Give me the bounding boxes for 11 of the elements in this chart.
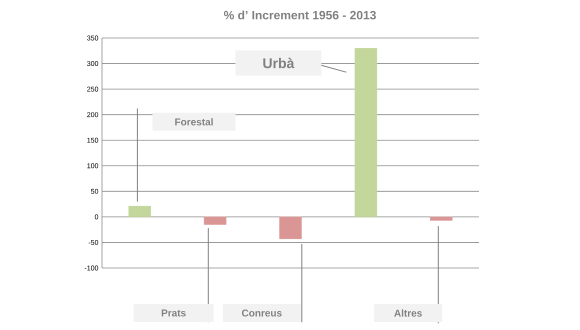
- bar: [430, 216, 453, 221]
- annotation: Forestal: [175, 118, 213, 126]
- bar: [354, 48, 378, 218]
- bar: [204, 216, 226, 225]
- bar: [279, 216, 302, 240]
- text: Prats: [162, 310, 186, 316]
- text: Conreus: [242, 309, 282, 317]
- chart-title: % d’ Increment 1956 - 2013: [224, 10, 376, 20]
- bar: [128, 206, 151, 218]
- text: Altres: [394, 309, 422, 317]
- annotation: Urbà: [263, 58, 294, 68]
